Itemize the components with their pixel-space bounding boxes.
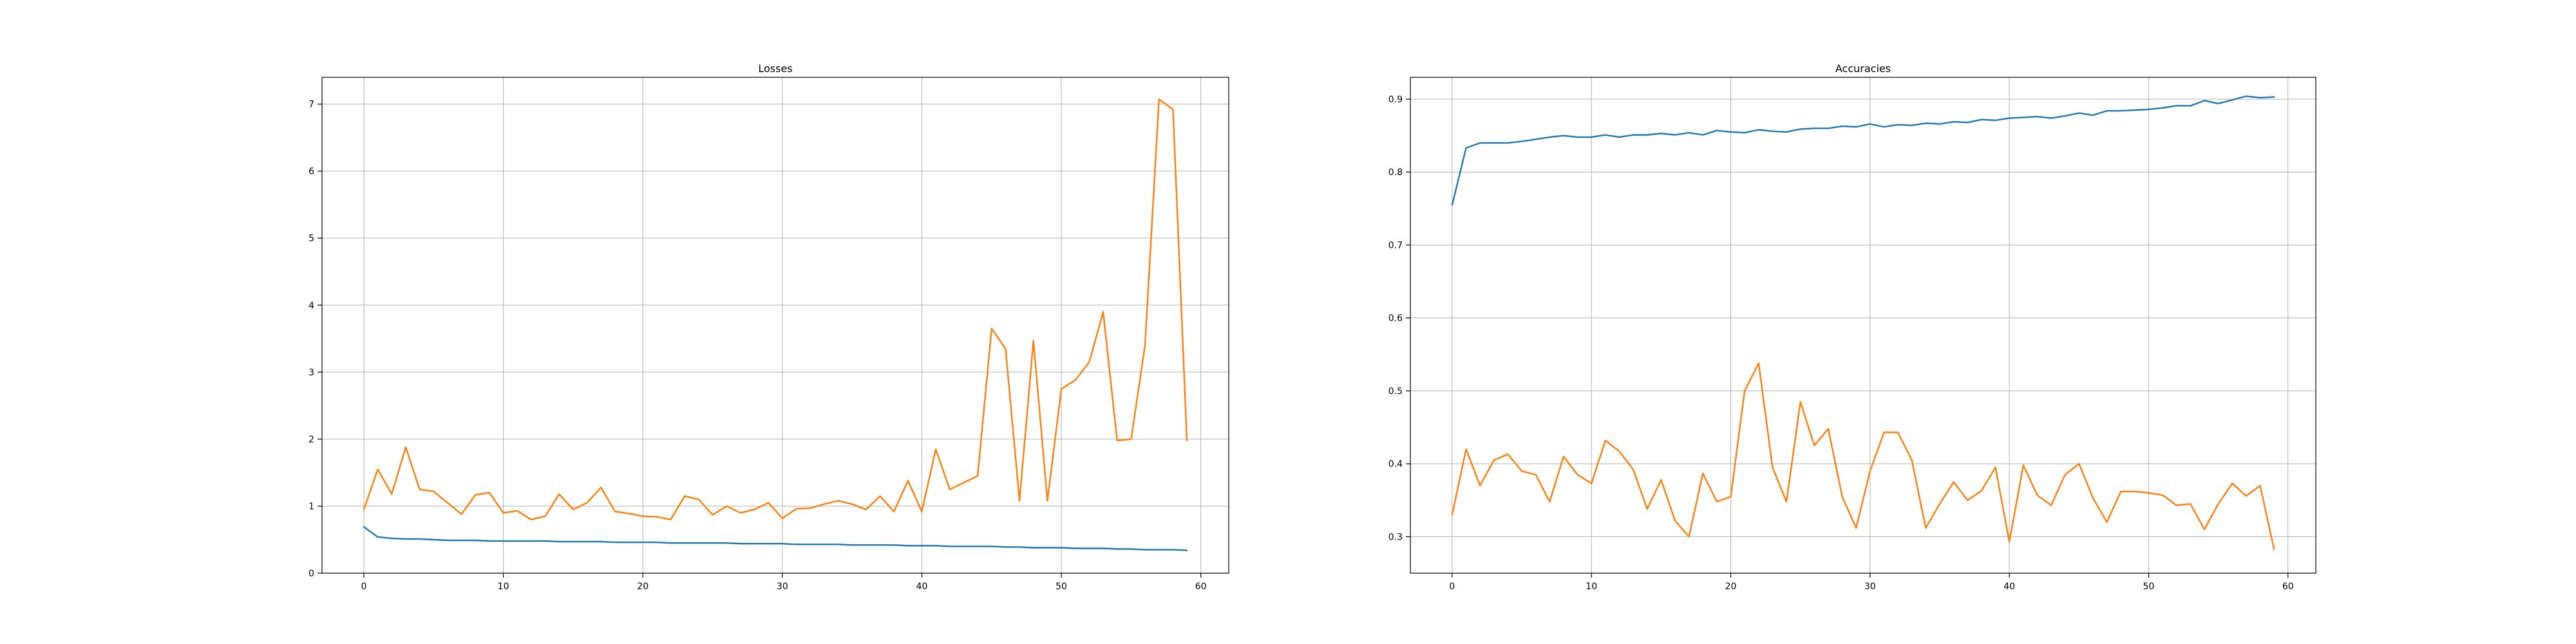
- losses-x-tick-label: 60: [1195, 582, 1207, 592]
- losses-chart-title: Losses: [758, 62, 792, 75]
- losses-x-tick-label: 10: [498, 582, 509, 592]
- losses-y-tick-label: 6: [308, 167, 314, 177]
- accuracies-x-tick-label: 30: [1864, 582, 1876, 592]
- accuracies-x-tick-label: 10: [1586, 582, 1597, 592]
- losses-axes-frame: [321, 77, 1229, 574]
- losses-x-tick-label: 50: [1056, 582, 1067, 592]
- accuracies-chart-title: Accuracies: [1835, 62, 1891, 75]
- accuracies-series-line-2: [1451, 362, 2275, 550]
- accuracies-axes-frame: [1410, 77, 2316, 574]
- losses-series-line-1: [363, 526, 1188, 551]
- accuracies-chart: Accuracies 0 10 20 30 40 50 60 0.3 0.4 0.5 0.6 0.7 0…: [1388, 62, 2316, 592]
- losses-x-tick-label: 0: [361, 582, 367, 592]
- losses-y-tick-label: 7: [308, 100, 314, 110]
- losses-x-tick-label: 30: [777, 582, 788, 592]
- accuracies-y-tick-label: 0.8: [1388, 167, 1403, 178]
- accuracies-y-tick-label: 0.6: [1388, 314, 1403, 324]
- losses-y-tick-label: 3: [308, 368, 314, 378]
- losses-chart: Losses 0 10 20 30 40 50 60 0 1 2 3 4 5 6 7: [308, 62, 1229, 592]
- accuracies-x-tick-label: 50: [2143, 582, 2155, 592]
- losses-series-line-2: [363, 99, 1188, 520]
- accuracies-y-tick-label: 0.9: [1388, 95, 1403, 105]
- losses-y-tick-label: 0: [308, 569, 314, 579]
- losses-y-tick-label: 5: [308, 234, 314, 244]
- accuracies-x-tick-label: 0: [1449, 582, 1455, 592]
- losses-y-tick-label: 4: [308, 301, 314, 311]
- accuracies-y-tick-label: 0.4: [1388, 459, 1403, 469]
- accuracies-y-tick-label: 0.7: [1388, 240, 1403, 251]
- accuracies-x-tick-label: 60: [2282, 582, 2294, 592]
- accuracies-series-line-1: [1451, 95, 2275, 206]
- accuracies-y-tick-label: 0.5: [1388, 386, 1403, 397]
- losses-x-tick-label: 40: [916, 582, 928, 592]
- accuracies-x-tick-label: 20: [1725, 582, 1737, 592]
- losses-x-tick-label: 20: [637, 582, 649, 592]
- accuracies-x-tick-label: 40: [2003, 582, 2015, 592]
- accuracies-y-tick-label: 0.3: [1388, 532, 1403, 542]
- losses-y-tick-label: 2: [308, 435, 314, 445]
- losses-y-tick-label: 1: [308, 502, 314, 512]
